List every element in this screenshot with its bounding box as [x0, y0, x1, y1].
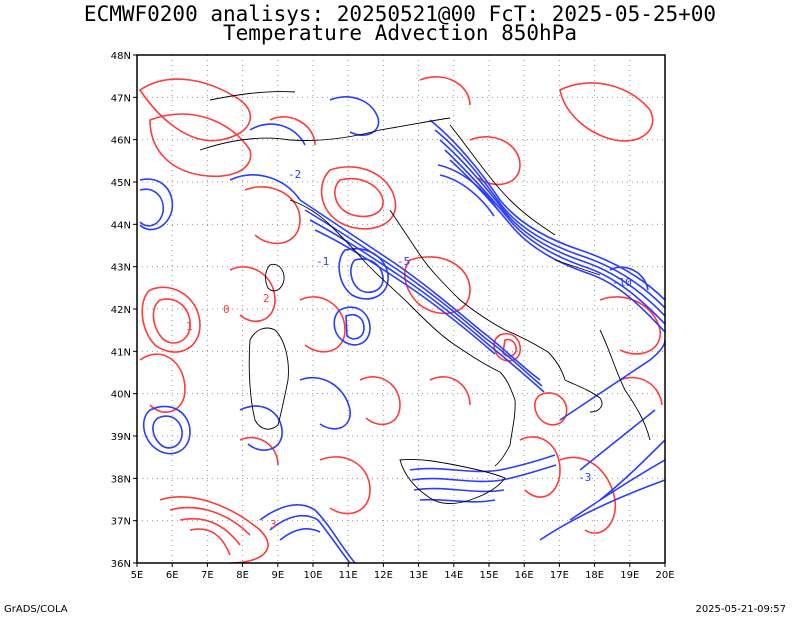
lon-tick-label: 6E [166, 570, 179, 581]
lat-tick-label: 47N [111, 93, 131, 104]
lon-tick-label: 16E [515, 570, 534, 581]
lon-tick-label: 14E [444, 570, 463, 581]
lat-tick-label: 45N [111, 178, 131, 189]
lat-tick-label: 42N [111, 305, 131, 316]
chart-subtitle: Temperature Advection 850hPa [222, 21, 577, 45]
contour-label: 0 [223, 303, 230, 316]
contour-labels: -2 -1 -5 -3 -10 1 2 0 3 [186, 168, 632, 531]
contour-label: 2 [263, 292, 270, 305]
lon-tick-label: 13E [409, 570, 428, 581]
footer-credit: GrADS/COLA [4, 604, 68, 615]
lat-tick-label: 40N [111, 390, 131, 401]
coastlines-and-borders [199, 91, 651, 504]
lon-tick-label: 9E [271, 570, 284, 581]
contour-label: 1 [186, 320, 193, 333]
map-background [137, 55, 665, 563]
lat-tick-label: 36N [111, 559, 131, 570]
latitude-axis: 48N 47N 46N 45N 44N 43N 42N 41N 40N 39N 38N 37N 36N [111, 51, 137, 570]
footer-timestamp: 2025-05-21-09:57 [695, 604, 786, 615]
lon-tick-label: 11E [339, 570, 358, 581]
cold-advection-contours [139, 96, 665, 563]
lat-lon-grid [137, 55, 665, 563]
contour-layer [138, 76, 665, 563]
contour-label: -5 [397, 255, 410, 268]
lat-tick-label: 48N [111, 51, 131, 62]
lon-tick-label: 10E [303, 570, 322, 581]
lat-tick-label: 39N [111, 432, 131, 443]
lat-tick-label: 43N [111, 263, 131, 274]
lon-tick-label: 20E [655, 570, 674, 581]
lat-tick-label: 38N [111, 474, 131, 485]
lat-tick-label: 37N [111, 517, 131, 528]
chart-title: ECMWF0200 analisys: 20250521@00 FcT: 202… [83, 2, 717, 26]
warm-advection-contours [138, 76, 663, 563]
lon-tick-label: 8E [236, 570, 249, 581]
lon-tick-label: 7E [201, 570, 214, 581]
contour-label: -1 [316, 255, 329, 268]
contour-label: 3 [270, 518, 277, 531]
contour-label: -2 [288, 168, 301, 181]
lon-tick-label: 5E [131, 570, 144, 581]
contour-label: -10 [612, 276, 632, 289]
lat-tick-label: 46N [111, 136, 131, 147]
lon-tick-label: 12E [374, 570, 393, 581]
lat-tick-label: 44N [111, 220, 131, 231]
lon-tick-label: 15E [479, 570, 498, 581]
lon-tick-label: 18E [585, 570, 604, 581]
lon-tick-label: 17E [550, 570, 569, 581]
lat-tick-label: 41N [111, 347, 131, 358]
contour-label: -3 [578, 471, 591, 484]
longitude-axis: 5E 6E 7E 8E 9E 10E 11E 12E 13E 14E 15E 16E 17E 18E 19E… [131, 563, 675, 581]
lon-tick-label: 19E [620, 570, 639, 581]
